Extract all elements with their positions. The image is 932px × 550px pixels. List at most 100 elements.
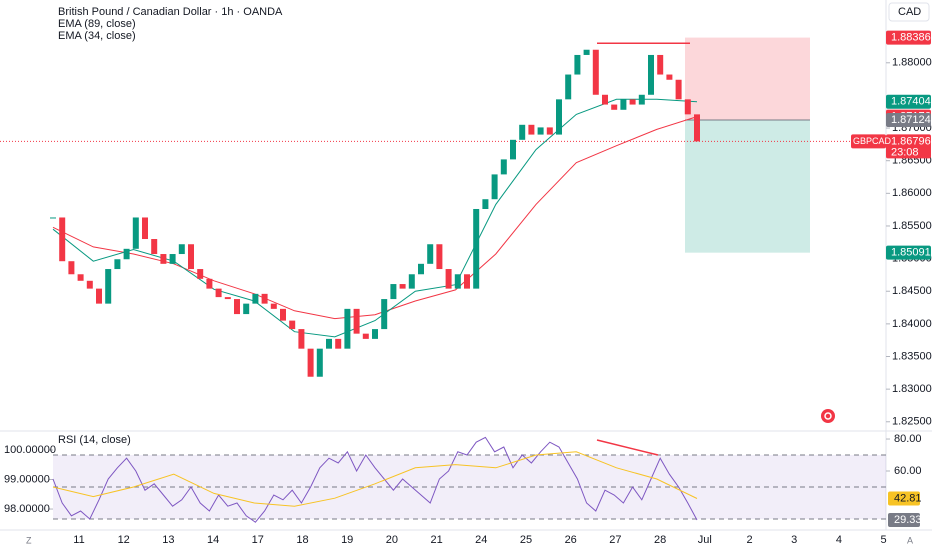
candle <box>574 54 581 75</box>
candle <box>326 338 332 349</box>
symbol-tag-label: GBPCAD <box>853 136 892 146</box>
candle <box>611 104 618 110</box>
candle <box>473 208 480 289</box>
candle <box>50 217 56 219</box>
candle <box>583 49 590 55</box>
candle <box>684 99 691 115</box>
candle <box>629 99 636 105</box>
y-tick-label: 1.82500 <box>892 416 932 428</box>
candle <box>519 124 526 140</box>
x-tick-label: 20 <box>386 534 398 546</box>
alert-icon-inner <box>824 412 832 420</box>
y-tick-label: 1.83500 <box>892 350 932 362</box>
stop-tag-label: 1.88386 <box>891 32 931 44</box>
rsi-ma-line <box>52 451 698 507</box>
y-tick-label: 1.84000 <box>892 318 932 330</box>
x-tick-label: 11 <box>73 534 84 546</box>
candle <box>353 308 360 334</box>
corner-right: A <box>907 535 913 545</box>
y-tick-label: 1.86000 <box>892 187 932 199</box>
candle <box>132 217 139 249</box>
countdown: 23:08 <box>891 146 919 158</box>
last-price-tag-label: 1.86796 <box>891 135 931 147</box>
y-tick-label: 1.83000 <box>892 383 932 395</box>
candle <box>500 159 507 175</box>
candle <box>96 288 102 304</box>
legend-entry: EMA (89, close) <box>58 18 136 30</box>
symbol-tag <box>851 134 886 149</box>
candle <box>408 274 415 289</box>
candle <box>464 274 470 289</box>
x-tick-label: 3 <box>791 534 797 546</box>
ema-line <box>52 98 698 338</box>
candle <box>399 284 406 289</box>
candle <box>307 348 314 377</box>
candle <box>546 127 553 135</box>
candle <box>105 269 112 304</box>
stop-zone <box>685 37 810 120</box>
candle <box>454 274 461 289</box>
candle <box>59 217 66 262</box>
rsi-name: RSI (14, close) <box>58 434 131 446</box>
x-tick-label: 12 <box>118 534 130 546</box>
candle <box>482 199 489 209</box>
candle <box>206 278 213 289</box>
candle <box>427 244 434 264</box>
candle <box>335 338 342 349</box>
candle <box>77 274 84 281</box>
x-tick-label: 21 <box>430 534 442 546</box>
candle <box>390 284 397 300</box>
candle <box>372 329 378 339</box>
stop-tag <box>886 30 931 45</box>
candle <box>123 248 130 260</box>
candle <box>620 99 627 110</box>
corner-left: Z <box>26 535 32 545</box>
candle <box>445 269 452 289</box>
target-zone <box>685 119 810 253</box>
candle <box>565 74 572 100</box>
entry-tag-label: 1.87124 <box>891 114 931 126</box>
candle <box>234 299 240 315</box>
candle <box>151 239 158 255</box>
candle <box>344 308 351 349</box>
candle <box>418 263 424 275</box>
alert-icon[interactable] <box>821 409 835 423</box>
x-tick-label: 19 <box>341 534 353 546</box>
candle <box>224 297 231 300</box>
candle <box>510 139 516 160</box>
candle <box>243 303 250 315</box>
candle <box>436 244 443 270</box>
x-tick-label: 27 <box>609 534 621 546</box>
candle <box>68 261 75 275</box>
candle <box>657 54 664 75</box>
rsi-left-tick-label: 99.00000 <box>4 473 50 485</box>
rsi-ma-tag-label: 42.81 <box>894 492 922 504</box>
rsi-tick-label: 60.00 <box>894 465 922 477</box>
candle <box>381 299 388 330</box>
x-tick-label: 25 <box>520 534 532 546</box>
candle <box>316 348 323 377</box>
currency: CAD <box>898 6 921 18</box>
ema34-tag-label: 1.87404 <box>891 96 931 108</box>
candle <box>215 288 222 298</box>
candle <box>188 244 194 270</box>
candle <box>197 269 204 279</box>
x-tick-label: 28 <box>654 534 666 546</box>
rsi-line <box>52 436 698 523</box>
candle <box>537 127 544 135</box>
candle <box>270 303 277 309</box>
x-tick-label: 17 <box>252 534 264 546</box>
candle <box>86 280 93 289</box>
candle <box>675 79 682 100</box>
rsi-ma-tag <box>888 491 920 506</box>
y-tick-label: 1.85500 <box>892 220 932 232</box>
candle <box>694 114 700 142</box>
x-tick-label: 26 <box>565 534 577 546</box>
candle <box>592 49 599 95</box>
rsi-left-tick-label: 100.00000 <box>4 444 56 456</box>
candle <box>528 124 535 135</box>
candle <box>556 99 562 135</box>
candle <box>142 217 148 240</box>
rsi-tag-label: 29.33 <box>894 514 922 526</box>
